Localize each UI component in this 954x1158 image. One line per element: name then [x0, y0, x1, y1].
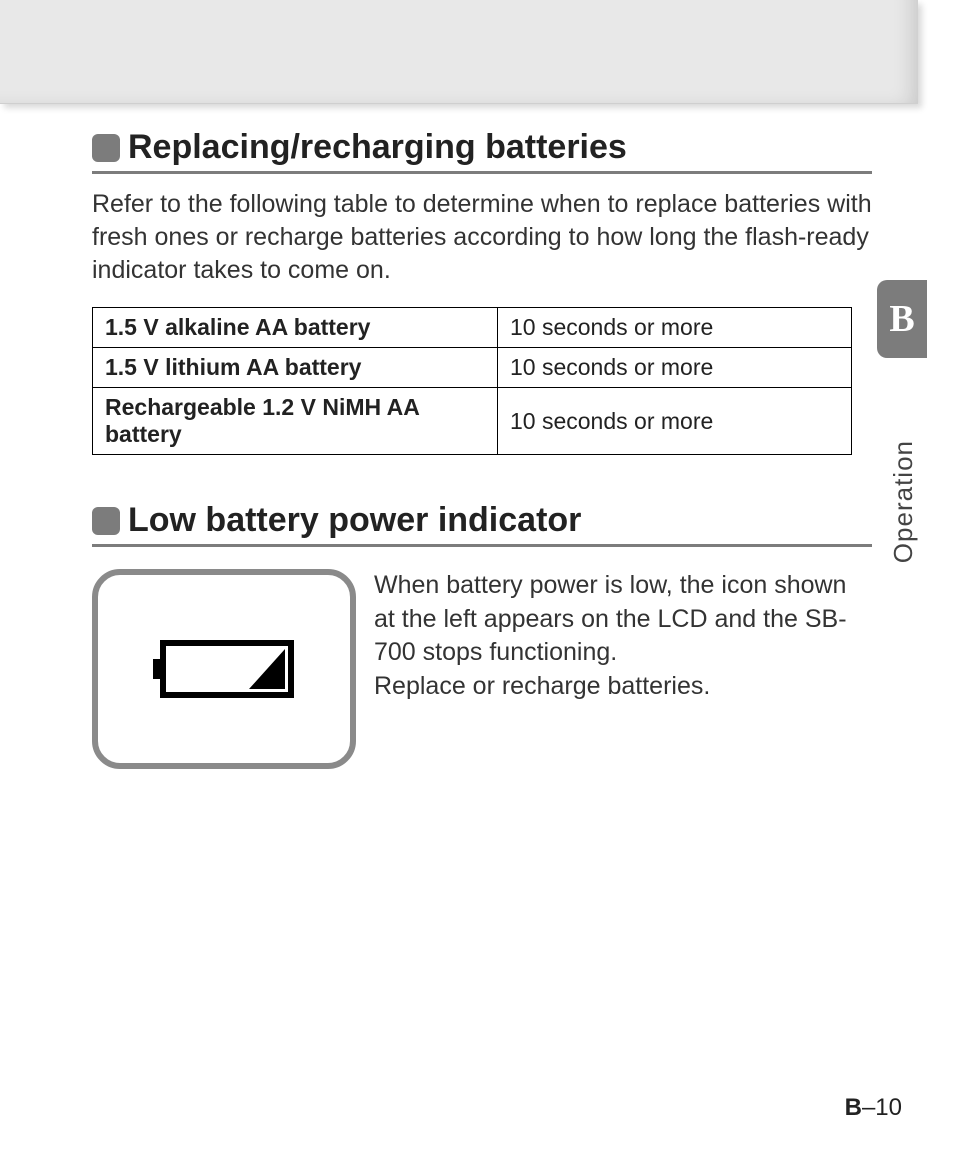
heading-rule-2: [92, 544, 872, 547]
battery-type-cell: 1.5 V lithium AA battery: [93, 348, 498, 388]
page-content: Replacing/recharging batteries Refer to …: [92, 128, 872, 769]
battery-time-cell: 10 seconds or more: [498, 388, 852, 455]
page-section-letter: B: [845, 1094, 862, 1121]
battery-time-cell: 10 seconds or more: [498, 348, 852, 388]
section-tab-b: B: [877, 280, 927, 358]
table-row: 1.5 V lithium AA battery 10 seconds or m…: [93, 348, 852, 388]
page-dash: –: [862, 1094, 875, 1121]
battery-type-cell: 1.5 V alkaline AA battery: [93, 308, 498, 348]
page-number-value: 10: [875, 1094, 902, 1121]
page-number: B–10: [845, 1094, 902, 1122]
heading-bullet-icon: [92, 507, 120, 535]
page-top-edge: [0, 0, 918, 104]
heading-low-battery: Low battery power indicator: [92, 501, 872, 540]
low-battery-text-line2: Replace or recharge batteries.: [374, 672, 710, 700]
low-battery-text-line1: When battery power is low, the icon show…: [374, 571, 847, 666]
heading-bullet-icon: [92, 134, 120, 162]
table-row: 1.5 V alkaline AA battery 10 seconds or …: [93, 308, 852, 348]
battery-type-cell: Rechargeable 1.2 V NiMH AA battery: [93, 388, 498, 455]
lcd-frame: [92, 569, 356, 769]
section-side-label: Operation: [888, 440, 919, 563]
heading-rule-1: [92, 171, 872, 174]
low-battery-icon: [153, 637, 295, 701]
battery-table: 1.5 V alkaline AA battery 10 seconds or …: [92, 307, 852, 455]
battery-time-cell: 10 seconds or more: [498, 308, 852, 348]
intro-paragraph: Refer to the following table to determin…: [92, 188, 872, 287]
heading-text-2: Low battery power indicator: [128, 501, 581, 540]
table-row: Rechargeable 1.2 V NiMH AA battery 10 se…: [93, 388, 852, 455]
heading-text-1: Replacing/recharging batteries: [128, 128, 627, 167]
low-battery-text: When battery power is low, the icon show…: [374, 569, 872, 703]
heading-replacing: Replacing/recharging batteries: [92, 128, 872, 167]
